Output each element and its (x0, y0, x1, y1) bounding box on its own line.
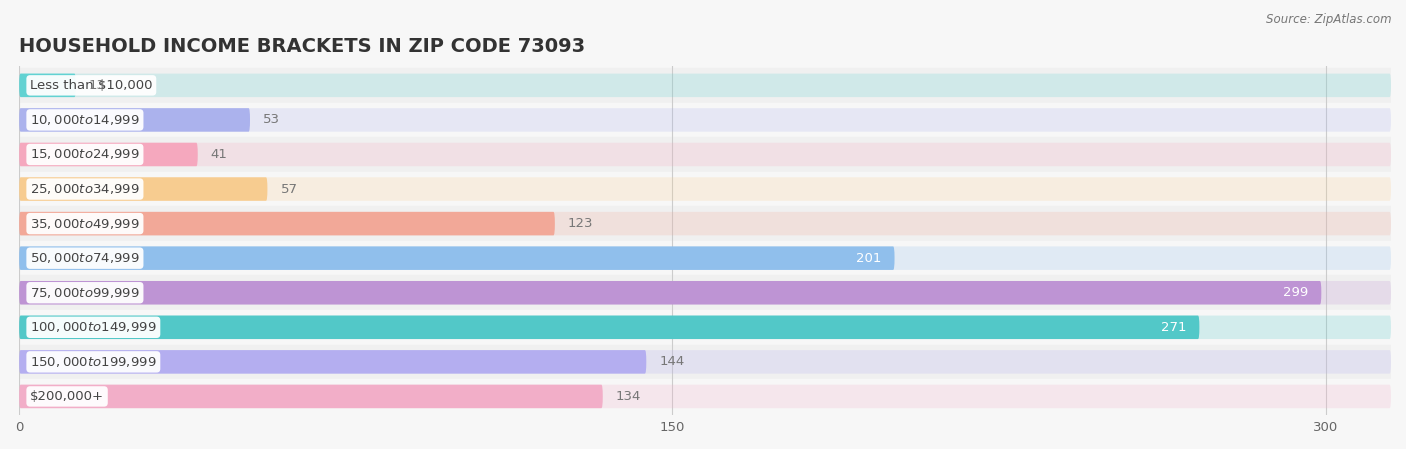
Text: 134: 134 (616, 390, 641, 403)
FancyBboxPatch shape (20, 212, 555, 235)
FancyBboxPatch shape (20, 212, 1391, 235)
Bar (20, 103, 1391, 137)
Text: $10,000 to $14,999: $10,000 to $14,999 (30, 113, 139, 127)
Bar (20, 137, 1391, 172)
FancyBboxPatch shape (20, 281, 1391, 304)
FancyBboxPatch shape (20, 177, 267, 201)
Bar (20, 207, 1391, 241)
Text: 123: 123 (568, 217, 593, 230)
Bar (20, 379, 1391, 414)
Text: 57: 57 (280, 183, 298, 196)
FancyBboxPatch shape (20, 316, 1391, 339)
Text: $100,000 to $149,999: $100,000 to $149,999 (30, 320, 156, 335)
Text: $200,000+: $200,000+ (30, 390, 104, 403)
FancyBboxPatch shape (20, 143, 1391, 166)
FancyBboxPatch shape (20, 108, 250, 132)
FancyBboxPatch shape (20, 385, 603, 408)
FancyBboxPatch shape (20, 74, 1391, 97)
Text: 41: 41 (211, 148, 228, 161)
Text: $35,000 to $49,999: $35,000 to $49,999 (30, 216, 139, 231)
FancyBboxPatch shape (20, 316, 1199, 339)
Text: $150,000 to $199,999: $150,000 to $199,999 (30, 355, 156, 369)
FancyBboxPatch shape (20, 247, 894, 270)
Bar (20, 68, 1391, 103)
Text: 144: 144 (659, 355, 685, 368)
Bar (20, 241, 1391, 275)
Text: 201: 201 (856, 252, 882, 264)
Text: 271: 271 (1161, 321, 1187, 334)
FancyBboxPatch shape (20, 350, 647, 374)
FancyBboxPatch shape (20, 350, 1391, 374)
FancyBboxPatch shape (20, 74, 76, 97)
FancyBboxPatch shape (20, 385, 1391, 408)
Text: 13: 13 (89, 79, 105, 92)
FancyBboxPatch shape (20, 281, 1322, 304)
FancyBboxPatch shape (20, 108, 1391, 132)
Text: $50,000 to $74,999: $50,000 to $74,999 (30, 251, 139, 265)
Text: 299: 299 (1284, 286, 1308, 299)
FancyBboxPatch shape (20, 177, 1391, 201)
Bar (20, 344, 1391, 379)
FancyBboxPatch shape (20, 143, 198, 166)
Bar (20, 275, 1391, 310)
Text: Less than $10,000: Less than $10,000 (30, 79, 153, 92)
Text: HOUSEHOLD INCOME BRACKETS IN ZIP CODE 73093: HOUSEHOLD INCOME BRACKETS IN ZIP CODE 73… (20, 37, 585, 57)
Bar (20, 310, 1391, 344)
Text: Source: ZipAtlas.com: Source: ZipAtlas.com (1267, 13, 1392, 26)
Text: $75,000 to $99,999: $75,000 to $99,999 (30, 286, 139, 300)
Text: 53: 53 (263, 114, 280, 127)
Text: $25,000 to $34,999: $25,000 to $34,999 (30, 182, 139, 196)
Bar (20, 172, 1391, 207)
FancyBboxPatch shape (20, 247, 1391, 270)
Text: $15,000 to $24,999: $15,000 to $24,999 (30, 147, 139, 162)
